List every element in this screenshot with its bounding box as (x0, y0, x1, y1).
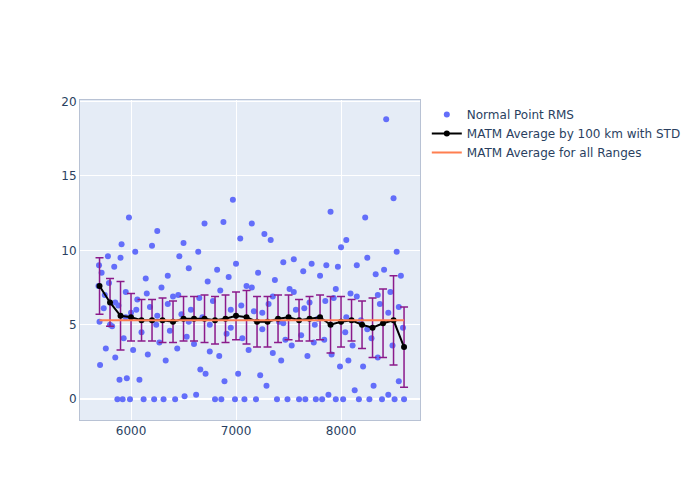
svg-text:7000: 7000 (221, 424, 252, 438)
svg-text:6000: 6000 (116, 424, 147, 438)
svg-text:0: 0 (69, 392, 77, 406)
svg-text:MATM Average for all Ranges: MATM Average for all Ranges (467, 146, 642, 160)
svg-text:Normal Point RMS: Normal Point RMS (467, 108, 574, 122)
svg-text:8000: 8000 (326, 424, 357, 438)
svg-text:MATM Average by 100 km with ST: MATM Average by 100 km with STD (467, 127, 680, 141)
svg-text:15: 15 (61, 169, 76, 183)
svg-text:5: 5 (69, 318, 77, 332)
svg-text:10: 10 (61, 244, 76, 258)
svg-text:20: 20 (61, 95, 76, 109)
